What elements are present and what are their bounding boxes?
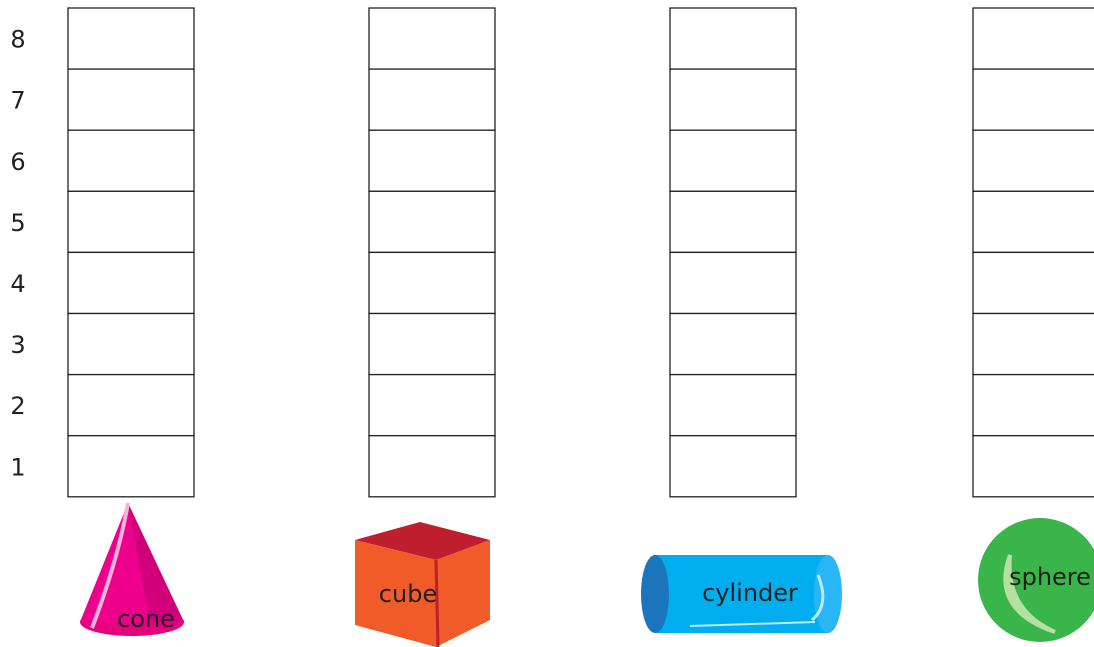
cell <box>368 129 496 192</box>
level-label: 1 <box>10 453 25 481</box>
cube-shape <box>355 522 490 647</box>
cone-shape <box>80 502 184 636</box>
level-label: 8 <box>10 26 25 54</box>
cell <box>669 251 797 315</box>
cell <box>669 190 797 254</box>
cell <box>368 373 496 437</box>
cell <box>972 251 1094 315</box>
cell <box>368 312 496 376</box>
cell <box>368 251 496 315</box>
cell <box>972 312 1094 376</box>
cell <box>368 68 496 131</box>
cell <box>67 251 195 315</box>
cell <box>669 312 797 376</box>
cell <box>669 68 797 131</box>
cell <box>67 435 195 498</box>
cell <box>972 68 1094 131</box>
shape-label: cylinder <box>702 579 798 607</box>
cell <box>67 190 195 254</box>
cell <box>67 129 195 192</box>
sphere-shape <box>978 518 1094 642</box>
cell <box>669 435 797 498</box>
cell <box>972 7 1094 70</box>
cell <box>368 435 496 498</box>
cell <box>972 373 1094 437</box>
cell <box>972 190 1094 254</box>
cell <box>669 7 797 70</box>
cell <box>67 373 195 437</box>
cell <box>368 190 496 254</box>
cell <box>669 129 797 192</box>
cell <box>67 68 195 131</box>
shape-label: sphere <box>1009 563 1091 591</box>
cell <box>368 7 496 70</box>
cell <box>67 312 195 376</box>
level-label: 5 <box>10 209 25 237</box>
shape-label: cube <box>379 580 437 608</box>
level-label: 7 <box>10 87 25 115</box>
level-label: 3 <box>10 331 25 359</box>
cell <box>67 7 195 70</box>
level-label: 4 <box>10 270 25 298</box>
level-label: 2 <box>10 392 25 420</box>
cell <box>669 373 797 437</box>
cylinder-shape <box>641 555 842 633</box>
cell <box>972 129 1094 192</box>
level-label: 6 <box>10 148 25 176</box>
cell <box>972 435 1094 498</box>
shape-label: cone <box>117 605 175 633</box>
